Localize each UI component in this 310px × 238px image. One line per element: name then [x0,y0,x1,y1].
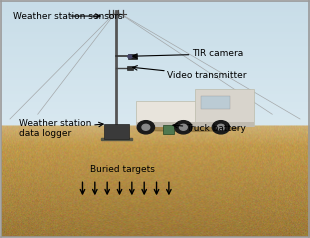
Text: Weather station sensors: Weather station sensors [13,12,123,20]
Circle shape [175,121,192,134]
Bar [104,124,129,139]
Circle shape [128,55,132,58]
Circle shape [137,121,154,134]
Circle shape [179,124,187,130]
Text: Truck battery: Truck battery [173,123,246,133]
Text: TIR camera: TIR camera [133,50,243,59]
Circle shape [212,121,230,134]
Circle shape [217,124,225,130]
Text: Weather station
data logger: Weather station data logger [19,119,103,138]
Bar [126,66,133,70]
Ellipse shape [140,125,239,131]
Bar [128,54,137,59]
Circle shape [142,124,150,130]
Bar [163,125,175,134]
Bar [201,95,230,109]
Text: Video transmitter: Video transmitter [133,66,247,80]
Bar [195,89,254,126]
Bar [136,101,197,126]
Bar [136,122,254,127]
Text: Buried targets: Buried targets [90,165,155,174]
Bar [101,139,132,140]
